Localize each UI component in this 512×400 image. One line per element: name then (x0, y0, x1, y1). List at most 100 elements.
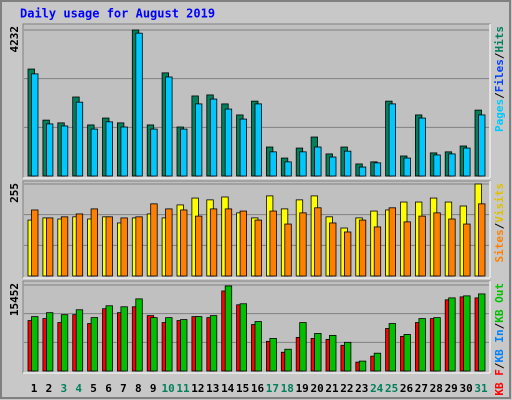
x-tick-label: 5 (90, 382, 97, 395)
bar (343, 150, 352, 177)
bar (329, 334, 337, 372)
bar (194, 103, 203, 177)
legend-separator: / (493, 52, 506, 59)
legend-separator: / (493, 92, 506, 99)
bar (60, 216, 69, 277)
x-tick-label: 8 (135, 382, 142, 395)
x-tick-label: 29 (445, 382, 458, 395)
bar (433, 212, 441, 277)
bar (269, 151, 277, 177)
bar (433, 154, 441, 177)
bar (358, 219, 367, 277)
x-tick-label: 3 (60, 382, 67, 395)
x-tick-label: 9 (150, 382, 157, 395)
bar (239, 210, 248, 277)
bar (135, 298, 143, 372)
bar (209, 208, 218, 277)
x-tick-label: 16 (251, 382, 265, 395)
x-tick-label: 22 (340, 382, 353, 395)
bar (463, 295, 471, 372)
bar (120, 306, 128, 372)
x-tick-label: 4 (75, 382, 82, 395)
bar (373, 352, 382, 372)
bar (403, 334, 411, 372)
bar (448, 153, 456, 177)
x-tick-label: 26 (400, 382, 414, 395)
bar (254, 103, 262, 177)
bar (388, 103, 397, 177)
x-tick-label: 25 (385, 382, 398, 395)
bar (105, 305, 113, 372)
bar (478, 293, 486, 372)
bar (314, 333, 322, 372)
bar (358, 166, 367, 177)
bar (224, 208, 233, 277)
legend-entry: Sites (493, 229, 506, 262)
bar (75, 309, 84, 372)
bar (120, 126, 128, 177)
legend-entry: Pages (493, 99, 506, 132)
bar (239, 118, 248, 177)
bar (75, 213, 84, 277)
bar (418, 215, 426, 277)
y-tick-label: 4232 (8, 26, 21, 53)
bar (135, 216, 143, 277)
x-tick-label: 18 (281, 382, 294, 395)
x-tick-label: 20 (310, 382, 323, 395)
x-tick-label: 14 (221, 382, 235, 395)
bar (343, 231, 352, 277)
bar (31, 209, 39, 277)
bar (329, 222, 337, 277)
legend-separator: / (493, 362, 506, 369)
x-tick-label: 13 (206, 382, 219, 395)
legend-entry: KB F (493, 369, 506, 396)
bar (209, 98, 218, 177)
bar (46, 312, 54, 372)
bar (194, 215, 203, 277)
bar (373, 226, 382, 277)
legend: Pages/Files/Hits (493, 26, 506, 132)
x-tick-label: 1 (31, 382, 38, 395)
bar (448, 297, 456, 372)
bar (105, 216, 113, 277)
bar (299, 151, 307, 177)
bar (463, 147, 471, 177)
bar (388, 207, 397, 277)
x-tick-label: 12 (191, 382, 204, 395)
bar (358, 360, 367, 372)
bar (239, 303, 248, 372)
bar (448, 218, 456, 277)
bar (120, 217, 128, 277)
bar (343, 341, 352, 372)
bar (284, 223, 292, 277)
bar (299, 322, 307, 372)
bar (150, 203, 158, 277)
bar (180, 128, 188, 177)
legend-separator: / (493, 322, 506, 329)
legend-entry: Visits (493, 183, 506, 223)
x-tick-label: 10 (161, 382, 174, 395)
bar (194, 316, 203, 372)
bar (31, 73, 39, 177)
bar (314, 146, 322, 177)
legend-separator: / (493, 222, 506, 229)
bar (90, 128, 98, 177)
bar (269, 337, 277, 372)
bar (60, 314, 69, 372)
legend-entry: Hits (493, 26, 506, 53)
bar (135, 32, 143, 177)
bar (478, 114, 486, 177)
bar (209, 315, 218, 372)
bar (463, 223, 471, 277)
bar (180, 209, 188, 277)
bar (269, 210, 277, 277)
x-tick-label: 17 (266, 382, 279, 395)
bar (224, 108, 233, 177)
bar (478, 203, 486, 277)
bar (329, 156, 337, 177)
bar (254, 219, 262, 277)
legend: KB F/KB In/KB Out (493, 283, 506, 396)
x-tick-label: 23 (355, 382, 368, 395)
bar (373, 162, 382, 177)
